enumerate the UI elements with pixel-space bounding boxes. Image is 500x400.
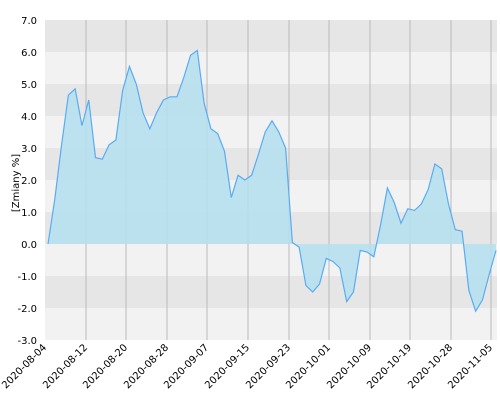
y-tick-label: 2.0 xyxy=(21,176,37,187)
y-tick-label: 5.0 xyxy=(21,80,37,91)
y-tick-label: 1.0 xyxy=(21,208,37,219)
plot-band xyxy=(45,276,497,308)
y-axis-title: [Zmiany %] xyxy=(11,154,22,212)
y-tick-label: 0.0 xyxy=(21,240,37,251)
y-tick-label: 4.0 xyxy=(21,112,37,123)
y-tick-label: 7.0 xyxy=(21,16,37,27)
y-tick-label: -3.0 xyxy=(17,336,37,347)
plot-band xyxy=(45,52,497,84)
series-area xyxy=(48,50,496,312)
y-tick-label: -1.0 xyxy=(17,272,37,283)
x-axis-ticks: 2020-08-042020-08-122020-08-202020-08-28… xyxy=(0,342,495,391)
plot-band xyxy=(45,308,497,340)
plot-band xyxy=(45,20,497,52)
plot-band xyxy=(45,84,497,116)
series-line xyxy=(47,49,497,313)
series-layer xyxy=(47,49,497,313)
plot-band xyxy=(45,244,497,276)
y-axis-ticks: 7.0 6.0 5.0 4.0 3.0 2.0 1.0 0.0 -1.0 -2.0 -3.0 xyxy=(17,16,37,347)
y-tick-label: -2.0 xyxy=(17,304,37,315)
y-tick-label: 6.0 xyxy=(21,48,37,59)
y-tick-label: 3.0 xyxy=(21,144,37,155)
